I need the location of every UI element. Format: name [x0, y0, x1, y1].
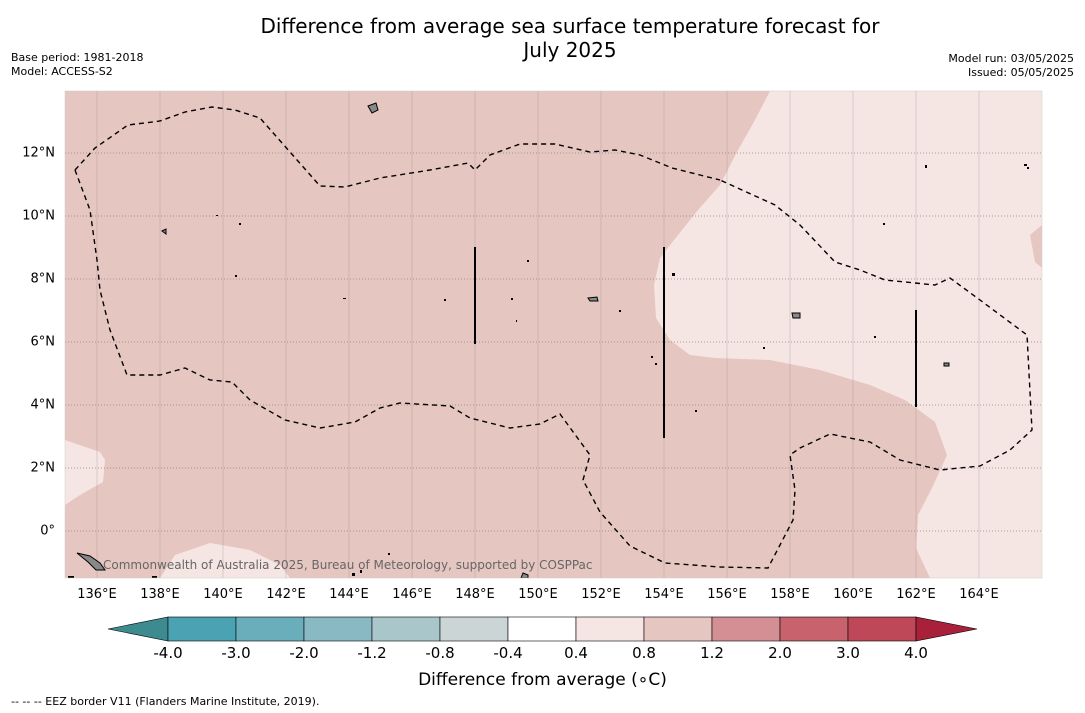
anomaly-band-0.4-0.8-east	[654, 91, 1042, 578]
x-tick-label: 152°E	[581, 587, 621, 602]
island-small-4	[520, 572, 529, 578]
x-tick-label: 164°E	[959, 587, 999, 602]
meridian-markers	[474, 247, 917, 438]
grid-latitude	[65, 152, 1042, 532]
colorbar-over-arrow	[915, 616, 978, 642]
x-tick-label: 162°E	[896, 587, 936, 602]
colorbar-tick-label: 0.8	[632, 644, 656, 662]
anomaly-band-0.4-0.8-south	[160, 543, 290, 578]
colorbar-segment	[711, 616, 781, 642]
y-tick-label: 12°N	[22, 145, 55, 161]
colorbar-segment	[779, 616, 849, 642]
x-tick-label: 142°E	[266, 587, 306, 602]
colorbar-tick-label: -2.0	[289, 644, 319, 662]
colorbar-tick-label: 3.0	[836, 644, 860, 662]
y-tick-label: 10°N	[22, 208, 55, 224]
colorbar-segment	[575, 616, 645, 642]
colorbar-segment	[643, 616, 713, 642]
eez-border-west-side	[74, 169, 1033, 569]
colorbar-tick-label: 0.4	[564, 644, 588, 662]
island-southwest	[76, 552, 106, 571]
island-small-2	[161, 228, 167, 235]
island-east-mid	[791, 312, 801, 319]
colorbar-segment	[235, 616, 305, 642]
title-line-2: July 2025	[523, 38, 617, 62]
colorbar-segment	[303, 616, 373, 642]
island-small-3	[943, 362, 950, 367]
colorbar-segment	[371, 616, 441, 642]
colorbar-tick-label: -0.8	[425, 644, 455, 662]
colorbar-tick-label: -0.4	[493, 644, 523, 662]
colorbar	[107, 616, 978, 642]
colorbar-tick-label: -3.0	[221, 644, 251, 662]
colorbar-tick-label: -4.0	[153, 644, 183, 662]
colorbar-segment	[507, 616, 577, 642]
title-line-1: Difference from average sea surface temp…	[260, 14, 880, 38]
x-tick-label: 150°E	[518, 587, 558, 602]
right-metadata: Model run: 03/05/2025 Issued: 05/05/2025	[948, 52, 1074, 80]
colorbar-title: Difference from average (∘C)	[418, 670, 667, 690]
colorbar-tick-label: 2.0	[768, 644, 792, 662]
island-dots	[68, 164, 1029, 578]
y-tick-label: 8°N	[30, 271, 56, 287]
colorbar-tick-label: 1.2	[700, 644, 724, 662]
colorbar-under-arrow	[107, 616, 169, 642]
x-tick-label: 158°E	[770, 587, 810, 602]
x-tick-label: 160°E	[833, 587, 873, 602]
y-tick-label: 2°N	[30, 460, 56, 476]
colorbar-segment	[167, 616, 237, 642]
issued-date: Issued: 05/05/2025	[967, 66, 1074, 79]
x-tick-label: 144°E	[329, 587, 369, 602]
model-run: Model run: 03/05/2025	[948, 52, 1074, 65]
island-north	[367, 102, 379, 114]
x-tick-label: 138°E	[140, 587, 180, 602]
x-tick-label: 136°E	[77, 587, 117, 602]
eez-border-west	[74, 106, 721, 188]
anomaly-band-0.4-0.8-west	[65, 440, 105, 505]
eez-footnote: -- -- -- EEZ border V11 (Flanders Marine…	[11, 695, 320, 708]
island-small-1	[587, 296, 599, 302]
anomaly-band-0.8-1.2-patch	[1030, 225, 1042, 268]
islands	[76, 102, 950, 578]
model-name: Model: ACCESS-S2	[11, 65, 113, 78]
left-metadata: Base period: 1981-2018 Model: ACCESS-S2	[11, 51, 143, 79]
x-tick-label: 146°E	[392, 587, 432, 602]
x-tick-label: 156°E	[707, 587, 747, 602]
x-tick-label: 140°E	[203, 587, 243, 602]
map-frame	[64, 90, 1043, 579]
colorbar-segment	[847, 616, 917, 642]
y-tick-label: 6°N	[30, 334, 56, 350]
copyright-credit: Commonwealth of Australia 2025, Bureau o…	[103, 558, 593, 572]
base-period: Base period: 1981-2018	[11, 51, 144, 64]
x-tick-label: 148°E	[455, 587, 495, 602]
map-title: Difference from average sea surface temp…	[0, 14, 1085, 62]
colorbar-tick-label: -1.2	[357, 644, 387, 662]
eez-borders	[74, 106, 1033, 569]
colorbar-tick-label: 4.0	[904, 644, 928, 662]
colorbar-segment	[439, 616, 509, 642]
x-tick-label: 154°E	[644, 587, 684, 602]
y-tick-label: 4°N	[30, 397, 56, 413]
y-tick-label: 0°	[40, 523, 55, 539]
